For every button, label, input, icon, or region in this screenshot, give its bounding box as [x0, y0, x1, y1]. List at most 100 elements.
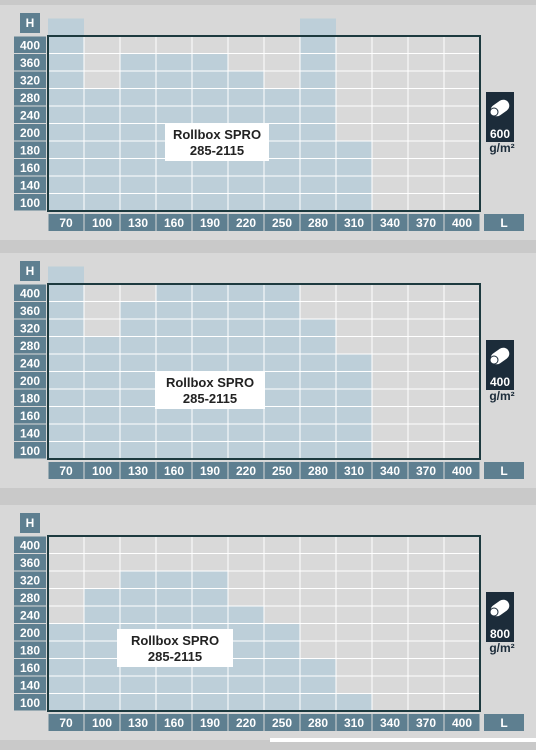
x-tick-label: 160	[164, 216, 184, 230]
x-tick-label: 250	[272, 464, 292, 478]
cell-L100-H100	[84, 193, 120, 211]
chart-title: Rollbox SPRO	[173, 127, 261, 142]
x-tick-box	[192, 214, 228, 231]
title-box	[165, 123, 269, 161]
cell-L310-H140	[336, 424, 372, 442]
cell-L100-H280	[84, 336, 120, 354]
cell-L130-H180	[120, 389, 156, 407]
y-tick-box	[14, 159, 46, 176]
cell-L100-H200	[84, 371, 120, 389]
x-tick-label: 190	[200, 464, 220, 478]
cell-L100-H280	[84, 588, 120, 606]
chart-panel-3: H 400 360 320 280 240 200 180 160 140 100 70 100 130 1…	[0, 505, 536, 740]
y-tick-box	[14, 571, 46, 588]
chart-title: Rollbox SPRO	[166, 375, 254, 390]
y-tick-label: 200	[20, 626, 40, 640]
cell-L130-H200	[120, 123, 156, 141]
y-tick-box	[14, 337, 46, 354]
cell-L160-H320	[156, 571, 192, 589]
y-tick-box	[14, 442, 46, 459]
cell-L100-H200	[84, 123, 120, 141]
chart-svg-1: H 400 360 320 280 240 200 180 160 140 100 70 100 130 1…	[14, 13, 524, 231]
cell-L70-H240	[48, 354, 84, 372]
cell-L250-H160	[264, 658, 300, 676]
cell-L250-H200	[264, 623, 300, 641]
cell-L70-H240	[48, 106, 84, 124]
x-tick-label: 370	[416, 216, 436, 230]
cell-L160-H280	[156, 336, 192, 354]
cell-L280-H160	[300, 158, 336, 176]
x-tick-label: 280	[308, 464, 328, 478]
cell-L130-H280	[120, 88, 156, 106]
weight-unit: g/m²	[489, 141, 514, 155]
h-label-box	[20, 513, 40, 533]
cell-L130-H240	[120, 106, 156, 124]
weight-unit: g/m²	[489, 641, 514, 655]
cell-L280-H280	[300, 336, 336, 354]
cell-L70-H360	[48, 53, 84, 71]
cell-L250-H280	[264, 336, 300, 354]
y-tick-box	[14, 659, 46, 676]
x-tick-box	[300, 714, 336, 731]
y-tick-label: 320	[20, 73, 40, 87]
cell-L250-H140	[264, 176, 300, 194]
cell-L130-H320	[120, 571, 156, 589]
y-tick-label: 280	[20, 91, 40, 105]
cell-L100-H240	[84, 106, 120, 124]
cell-L220-H180	[228, 641, 264, 659]
y-tick-label: 160	[20, 161, 40, 175]
cell-L250-H200	[264, 371, 300, 389]
chart-title: Rollbox SPRO	[131, 633, 219, 648]
cell-L310-H100	[336, 441, 372, 459]
x-tick-box	[444, 462, 480, 479]
y-tick-label: 280	[20, 591, 40, 605]
chart-svg-3: H 400 360 320 280 240 200 180 160 140 100 70 100 130 1…	[14, 513, 524, 731]
y-tick-label: 400	[20, 38, 40, 52]
cell-L250-H280	[264, 88, 300, 106]
weight-unit: g/m²	[489, 389, 514, 403]
cell-L310-H100	[336, 193, 372, 211]
cell-L190-H100	[192, 693, 228, 711]
cell-L130-H160	[120, 158, 156, 176]
x-tick-label: 220	[236, 216, 256, 230]
y-tick-box	[14, 407, 46, 424]
cell-L280-H320	[300, 319, 336, 337]
cell-L220-H400	[228, 284, 264, 302]
cell-L220-H140	[228, 676, 264, 694]
cell-L130-H180	[120, 141, 156, 159]
cell-L280-H240	[300, 106, 336, 124]
cell-L70-H100	[48, 193, 84, 211]
cell-L70-H180	[48, 641, 84, 659]
x-tick-box	[264, 462, 300, 479]
cell-L280-H180	[300, 141, 336, 159]
x-tick-label: 190	[200, 216, 220, 230]
paper-roll-icon	[486, 340, 514, 390]
cell-L220-H280	[228, 336, 264, 354]
y-tick-label: 180	[20, 643, 40, 657]
cell-L70-H400	[48, 284, 84, 302]
cell-L70-H320	[48, 319, 84, 337]
cell-L220-H140	[228, 424, 264, 442]
cell-L280-H360	[300, 53, 336, 71]
cell-L280-H100	[300, 441, 336, 459]
y-tick-label: 160	[20, 661, 40, 675]
y-tick-label: 400	[20, 286, 40, 300]
y-tick-label: 240	[20, 356, 40, 370]
cell-L220-H280	[228, 88, 264, 106]
weight-value: 400	[490, 375, 510, 389]
cell-L280-H140	[300, 676, 336, 694]
y-tick-label: 320	[20, 573, 40, 587]
cell-L160-H240	[156, 106, 192, 124]
icon-background	[486, 592, 514, 642]
y-axis-label: H	[26, 264, 35, 278]
cell-L220-H160	[228, 658, 264, 676]
y-tick-box	[14, 694, 46, 711]
cell-L160-H140	[156, 176, 192, 194]
x-tick-box	[336, 714, 372, 731]
x-tick-label: 70	[59, 216, 73, 230]
cell-L160-H160	[156, 158, 192, 176]
y-tick-label: 280	[20, 339, 40, 353]
x-tick-box	[48, 714, 84, 731]
cell-L160-H360	[156, 53, 192, 71]
y-tick-box	[14, 319, 46, 336]
